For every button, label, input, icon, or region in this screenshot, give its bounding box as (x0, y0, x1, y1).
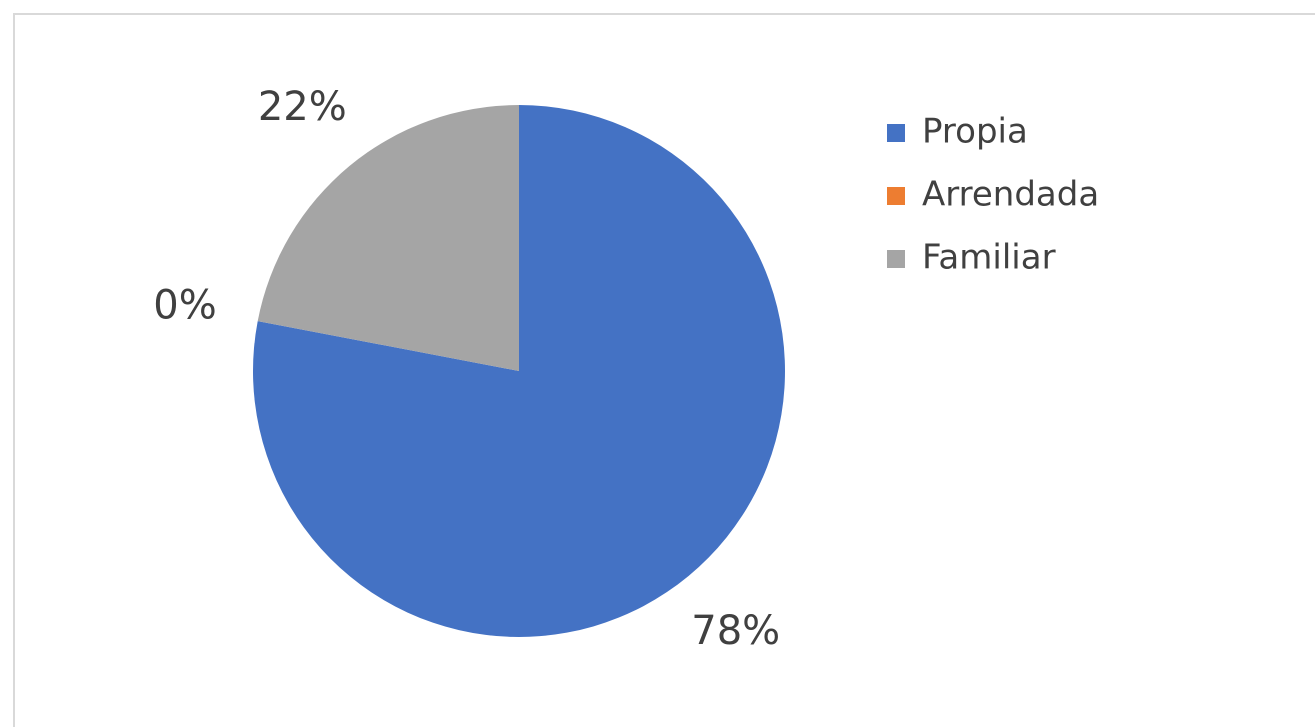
legend-swatch (887, 124, 905, 142)
legend-swatch (887, 250, 905, 268)
pie-slice (257, 105, 519, 371)
legend-label: Propia (922, 112, 1028, 152)
legend-label: Arrendada (922, 175, 1099, 215)
data-label: 22% (258, 84, 347, 130)
legend-label: Familiar (922, 238, 1056, 278)
data-label: 78% (691, 608, 780, 654)
legend-swatch (887, 187, 905, 205)
data-label: 0% (153, 282, 216, 328)
pie-slice (252, 105, 785, 637)
